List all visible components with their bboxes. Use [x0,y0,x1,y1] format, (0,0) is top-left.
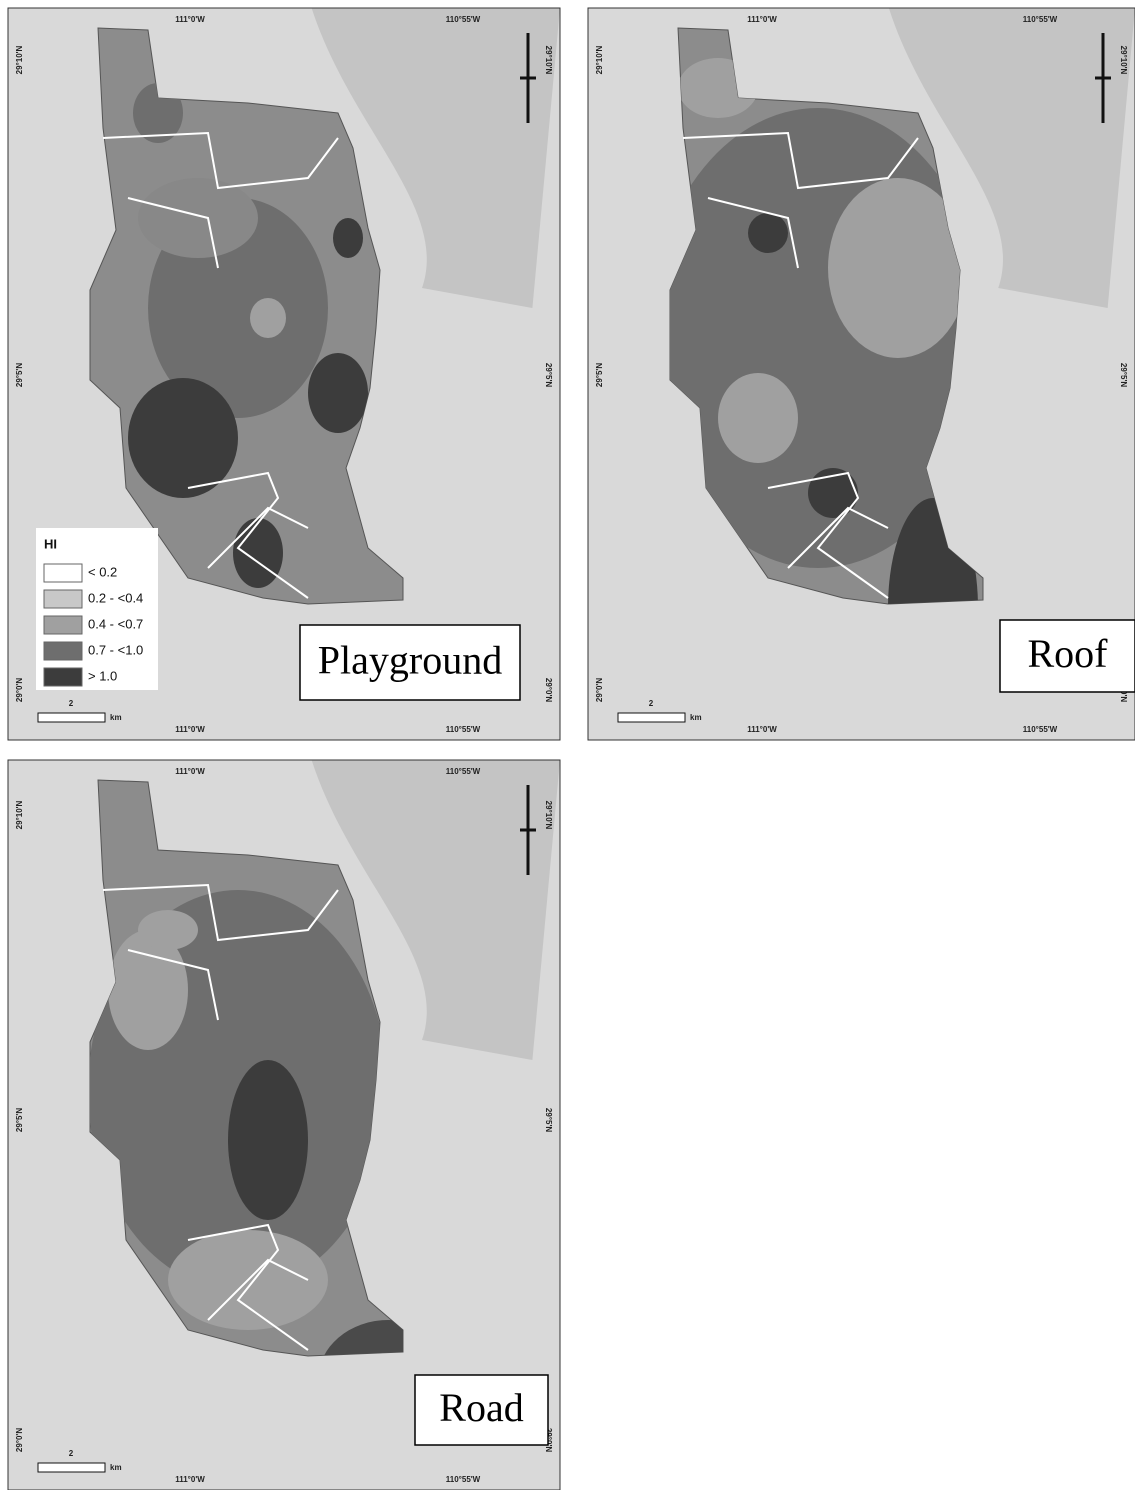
scale-label: 2 [69,1449,74,1458]
hi-zone [138,178,258,258]
legend-swatch [44,590,82,608]
lon-label: 110°55'W [446,15,481,24]
legend-label: < 0.2 [88,564,117,579]
lat-label: 29°5'N [15,363,24,387]
legend-label: 0.7 - <1.0 [88,642,143,657]
lat-label: 29°10'N [544,46,553,75]
legend-swatch [44,642,82,660]
lat-label: 29°5'N [544,363,553,387]
scale-label: 2 [69,699,74,708]
map-panel: 111°0'W 111°0'W 110°55'W 110°55'W 29°10'N 29°… [588,8,1135,740]
hi-zone [128,378,238,498]
lon-label: 110°55'W [1023,15,1058,24]
lat-label: 29°10'N [595,45,604,74]
hi-zone [718,373,798,463]
lat-label: 29°0'N [15,678,24,702]
lon-label: 111°0'W [175,767,205,776]
lon-label: 111°0'W [175,15,205,24]
legend-swatch [44,564,82,582]
scale-bar [618,713,685,722]
panel-title: Playground [318,638,502,683]
figure: 111°0'W 111°0'W 110°55'W 110°55'W 29°10'N 29°… [0,0,1135,1490]
lon-label: 110°55'W [1023,725,1058,734]
lat-label: 29°10'N [15,800,24,829]
hi-zone [250,298,286,338]
lon-label: 111°0'W [175,725,205,734]
scale-bar [38,713,105,722]
lon-label: 111°0'W [175,1475,205,1484]
lon-label: 111°0'W [747,15,777,24]
lat-label: 29°5'N [595,363,604,387]
panel-title: Roof [1028,631,1109,676]
scale-unit: km [110,713,122,722]
lon-label: 111°0'W [747,725,777,734]
lat-label: 29°5'N [544,1108,553,1132]
hi-zone [138,910,198,950]
map-panel: 111°0'W 111°0'W 110°55'W 110°55'W 29°10'N 29°… [8,760,560,1490]
lat-label: 29°0'N [15,1428,24,1452]
legend-label: 0.4 - <0.7 [88,616,143,631]
lat-label: 29°5'N [1119,363,1128,387]
scale-unit: km [690,713,702,722]
scale-unit: km [110,1463,122,1472]
legend-title: HI [44,536,57,551]
lon-label: 110°55'W [446,725,481,734]
legend-swatch [44,616,82,634]
hi-zone [228,1060,308,1220]
lat-label: 29°0'N [544,678,553,702]
lat-label: 29°10'N [15,45,24,74]
lat-label: 29°10'N [1119,46,1128,75]
lat-label: 29°0'N [595,678,604,702]
hi-zone [333,218,363,258]
legend-label: 0.2 - <0.4 [88,590,143,605]
panel-title: Road [439,1385,523,1430]
legend-box [36,528,158,690]
lat-label: 29°10'N [544,801,553,830]
hi-zone [233,518,283,588]
scale-bar [38,1463,105,1472]
hi-zone [308,353,368,433]
lon-label: 110°55'W [446,767,481,776]
lat-label: 29°5'N [15,1108,24,1132]
scale-label: 2 [649,699,654,708]
legend-label: > 1.0 [88,668,117,683]
legend: HI < 0.2 0.2 - <0.4 0.4 - <0.7 0.7 - <1.0 > 1… [36,528,158,690]
legend-swatch [44,668,82,686]
lon-label: 110°55'W [446,1475,481,1484]
hi-zone [748,213,788,253]
